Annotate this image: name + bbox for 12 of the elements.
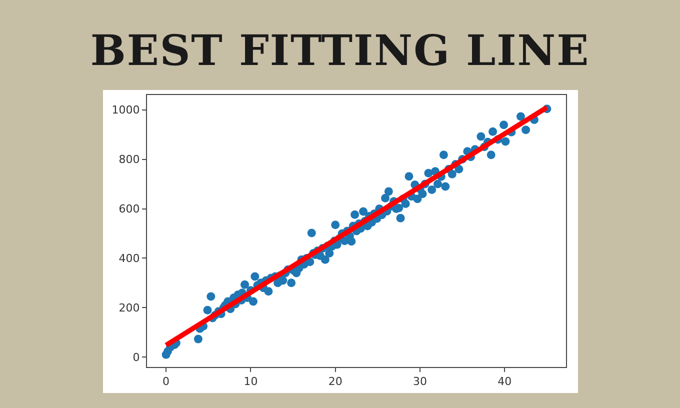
x-tick-label: 20 bbox=[328, 375, 342, 388]
y-tick-label: 1000 bbox=[112, 104, 140, 117]
x-tick-label: 0 bbox=[162, 375, 170, 388]
x-tick-label: 10 bbox=[244, 375, 258, 388]
y-tick-label: 800 bbox=[118, 153, 140, 166]
x-tick-label: 40 bbox=[498, 375, 512, 388]
y-tick-label: 600 bbox=[118, 202, 140, 216]
y-tick-label: 0 bbox=[132, 350, 140, 364]
chart-title: BEST FITTING LINE bbox=[89, 26, 591, 76]
x-tick-label: 30 bbox=[412, 375, 427, 388]
y-tick-label: 200 bbox=[118, 302, 140, 314]
y-tick-label: 400 bbox=[118, 252, 140, 266]
